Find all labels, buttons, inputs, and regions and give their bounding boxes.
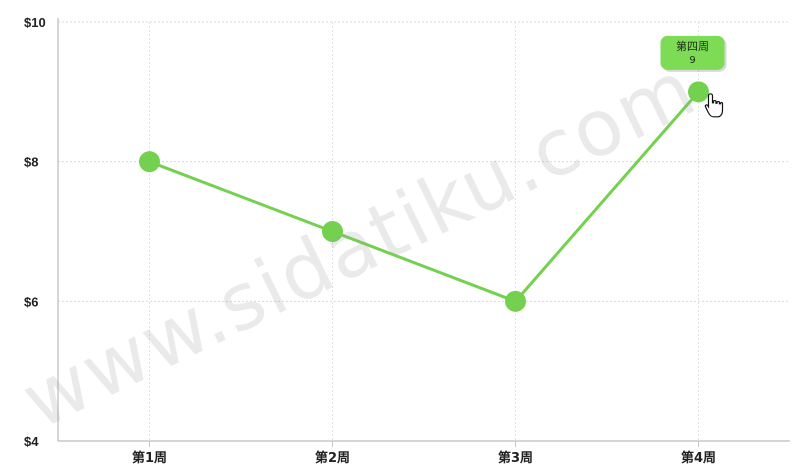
watermark-text: www.sidatiku.com	[9, 43, 710, 447]
axis-layer: $10 $8 $6 $4 第1周 第2周 第3周 第4周	[24, 15, 790, 466]
y-tick-label: $6	[24, 294, 38, 309]
tooltip-title: 第四周	[676, 39, 709, 53]
x-tick-label: 第3周	[498, 450, 533, 466]
series-line	[148, 90, 700, 303]
tooltip-value: 9	[689, 55, 695, 66]
data-point[interactable]	[688, 81, 709, 103]
y-tick-label: $10	[24, 15, 46, 30]
watermark-layer: www.sidatiku.com	[9, 43, 710, 447]
tooltip-layer: 第四周 9	[660, 35, 727, 118]
x-tick-label: 第4周	[681, 450, 716, 466]
hand-cursor-icon	[704, 93, 724, 118]
x-tick-label: 第2周	[315, 450, 350, 466]
hand-cursor-shape	[704, 93, 724, 118]
y-tick-label: $8	[24, 155, 38, 170]
data-point[interactable]	[322, 221, 343, 242]
x-tick-label: 第1周	[132, 450, 167, 466]
data-point[interactable]	[139, 151, 160, 173]
tooltip-box	[660, 35, 725, 70]
series-layer	[139, 81, 709, 312]
data-point[interactable]	[505, 290, 526, 312]
y-tick-label: $4	[24, 434, 39, 449]
